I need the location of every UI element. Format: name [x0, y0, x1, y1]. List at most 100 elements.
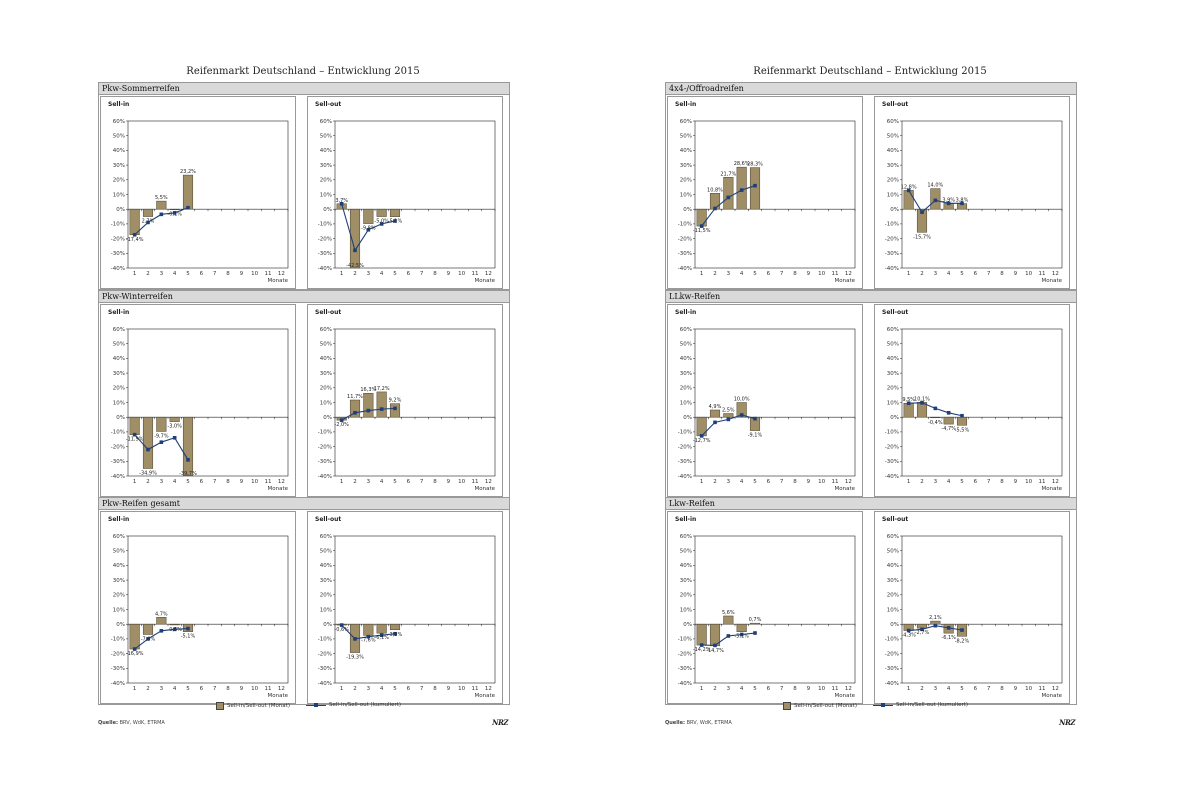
- x-tick-label: 1: [907, 271, 911, 277]
- y-tick-label: 40%: [887, 563, 899, 569]
- y-tick-label: 20%: [680, 593, 692, 599]
- bar-value-label: -19,3%: [346, 655, 364, 661]
- x-tick-label: 11: [265, 271, 272, 277]
- bar: [156, 200, 167, 210]
- x-axis-label: Monate: [1041, 486, 1062, 492]
- plot-area: [127, 120, 289, 269]
- x-tick-label: 2: [713, 479, 717, 485]
- x-tick-label: 3: [160, 271, 164, 277]
- bar: [182, 174, 194, 210]
- x-tick-label: 5: [753, 479, 757, 485]
- y-tick-label: -10%: [678, 222, 692, 228]
- line-swatch-icon: [306, 702, 326, 708]
- panel-title: Sell-out: [882, 309, 909, 316]
- section-pkw-reifen-gesamt: Pkw-Reifen gesamt Sell-in 60% 50% 40% 30% 20…: [98, 497, 510, 705]
- x-tick-label: 9: [240, 271, 244, 277]
- y-tick-label: 60%: [680, 534, 692, 540]
- legend-bar-label: Sell-in/Sell-out (Monat): [794, 703, 857, 709]
- bar-value-label: 2,1%: [929, 615, 942, 621]
- y-tick-label: 60%: [320, 534, 332, 540]
- y-tick-label: -30%: [885, 666, 899, 672]
- line-marker: [393, 631, 397, 636]
- y-tick-label: -20%: [678, 651, 692, 657]
- x-axis-label: Monate: [834, 278, 855, 284]
- x-tick-label: 4: [173, 686, 177, 692]
- line-marker: [739, 413, 744, 417]
- y-tick-label: 0%: [890, 622, 899, 628]
- line-marker: [159, 440, 164, 444]
- x-tick-label: 12: [845, 686, 852, 692]
- x-tick-label: 8: [226, 271, 230, 277]
- x-tick-label: 1: [340, 686, 344, 692]
- y-tick-label: 40%: [113, 356, 125, 362]
- y-tick-label: -30%: [111, 459, 125, 465]
- bar-value-label: 2,5%: [722, 408, 735, 414]
- x-tick-label: 1: [700, 479, 704, 485]
- x-tick-label: 1: [700, 271, 704, 277]
- line-marker: [186, 458, 190, 462]
- y-tick-label: 20%: [113, 386, 125, 392]
- x-tick-label: 3: [934, 686, 938, 692]
- x-tick-label: 2: [353, 271, 357, 277]
- x-tick-label: 9: [240, 686, 244, 692]
- section-header: Pkw-Sommerreifen: [99, 83, 509, 95]
- y-tick-label: 10%: [887, 400, 899, 406]
- line-marker: [906, 188, 911, 193]
- x-tick-label: 5: [960, 479, 964, 485]
- y-tick-label: 0%: [116, 415, 125, 421]
- y-tick-label: -40%: [678, 474, 692, 480]
- x-tick-label: 4: [173, 271, 177, 277]
- y-tick-label: -30%: [885, 459, 899, 465]
- x-tick-label: 5: [186, 271, 190, 277]
- x-tick-label: 6: [407, 686, 411, 692]
- x-tick-label: 9: [240, 479, 244, 485]
- y-tick-label: 20%: [887, 386, 899, 392]
- x-tick-label: 1: [907, 479, 911, 485]
- line-marker: [146, 447, 150, 452]
- y-tick-label: -30%: [111, 666, 125, 672]
- x-tick-label: 9: [447, 271, 451, 277]
- x-tick-label: 3: [727, 686, 731, 692]
- line-marker: [739, 632, 744, 637]
- y-tick-label: 30%: [680, 371, 692, 377]
- bar-line-chart: 60%50%40%30%20%10%0%-10%-20%-30%-40%1 2 3 4…: [318, 327, 496, 492]
- line-marker: [159, 629, 164, 633]
- y-tick-label: -20%: [885, 236, 899, 242]
- x-tick-label: 5: [393, 479, 397, 485]
- chart-panel: Sell-out 60% 50% 40% 30% 20% 10% 0% -10% -20% -30…: [307, 96, 503, 289]
- bar: [363, 392, 374, 418]
- line-marker: [339, 418, 344, 422]
- x-tick-label: 12: [278, 686, 285, 692]
- x-tick-label: 1: [133, 271, 137, 277]
- y-tick-label: 0%: [890, 415, 899, 421]
- bar: [736, 623, 747, 632]
- bar-value-label: -5,5%: [955, 427, 970, 433]
- x-tick-label: 10: [251, 271, 258, 277]
- bar: [129, 416, 140, 435]
- bar-value-label: -7,6%: [361, 637, 376, 643]
- x-tick-label: 11: [265, 686, 272, 692]
- line-marker: [353, 410, 357, 415]
- bar-value-label: -3,8%: [388, 632, 403, 638]
- x-tick-label: 12: [485, 479, 492, 485]
- bar-value-label: -16,9%: [126, 651, 144, 657]
- bar: [723, 615, 734, 625]
- x-tick-label: 10: [251, 479, 258, 485]
- x-tick-label: 6: [767, 686, 771, 692]
- y-tick-label: -40%: [111, 266, 125, 272]
- publisher-logo: NRZ: [1059, 718, 1075, 727]
- y-tick-label: 30%: [680, 163, 692, 169]
- x-tick-label: 2: [353, 686, 357, 692]
- y-tick-label: 40%: [680, 563, 692, 569]
- panel-title: Sell-out: [315, 309, 342, 316]
- line-marker: [753, 631, 757, 635]
- line-marker: [366, 634, 371, 639]
- x-tick-label: 6: [407, 479, 411, 485]
- x-tick-label: 11: [832, 686, 839, 692]
- y-tick-label: -10%: [885, 637, 899, 643]
- x-tick-label: 10: [1025, 479, 1032, 485]
- line-marker: [172, 435, 177, 440]
- y-tick-label: 30%: [887, 163, 899, 169]
- bar: [736, 166, 747, 210]
- legend: Sell-in/Sell-out (Monat) Sell-in/Sell-ou…: [665, 700, 1075, 712]
